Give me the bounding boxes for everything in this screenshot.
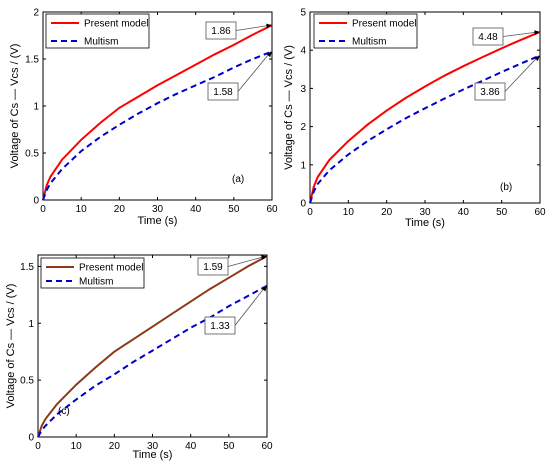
- x-tick-label: 20: [381, 207, 393, 218]
- annotation-arrowhead: [266, 23, 272, 29]
- annotation-box: [197, 257, 229, 276]
- annotation-box: [207, 82, 239, 101]
- y-tick-label: 0: [28, 433, 34, 444]
- annotation-box: [472, 27, 504, 46]
- legend-box: [40, 257, 145, 289]
- annotation-box: [205, 21, 237, 40]
- legend-label-1: Multism: [79, 277, 113, 288]
- annotation-arrow: [504, 55, 540, 92]
- x-tick-label: 30: [152, 204, 164, 215]
- x-tick-label: 10: [343, 207, 355, 218]
- series-line-0: [309, 30, 541, 204]
- chart-panel-0: 0 10 20 30 40 50 60 0 0.5 1 1.5 2 Time (s) Voltage of…: [9, 8, 278, 228]
- x-tick-label: 60: [266, 204, 278, 215]
- annotation-arrowhead: [261, 285, 267, 292]
- chart-panel-1: 0 10 20 30 40 50 60 0 1 2 3 4 5 Time (s) Voltage of Cs…: [283, 8, 546, 230]
- x-tick-label: 10: [76, 204, 88, 215]
- y-tick-label: 5: [300, 8, 306, 19]
- annotation-arrowhead: [266, 51, 272, 58]
- series-line-0: [37, 255, 268, 438]
- annotation-arrowhead: [534, 55, 540, 62]
- x-tick-label: 0: [40, 204, 46, 215]
- chart-panel-2: 0 10 20 30 40 50 60 0 0.5 1 1.5 Time (s) Voltage of …: [5, 254, 273, 461]
- x-tick-label: 50: [496, 207, 508, 218]
- y-tick-label: 0.5: [20, 376, 34, 387]
- y-tick-label: 1: [33, 102, 39, 113]
- x-axis-label: Time (s): [133, 449, 173, 461]
- y-tick-label: 4: [300, 46, 306, 57]
- x-tick-label: 30: [147, 441, 159, 452]
- legend-box: [45, 13, 150, 49]
- y-axis-label: Voltage of Cs — Vcs / (V): [9, 44, 21, 169]
- y-tick-label: 1.5: [25, 55, 39, 66]
- y-tick-label: 3: [300, 84, 306, 95]
- x-tick-label: 50: [223, 441, 235, 452]
- x-tick-label: 40: [185, 441, 197, 452]
- x-tick-label: 50: [228, 204, 240, 215]
- annotation-arrow: [502, 31, 540, 37]
- y-tick-label: 0.5: [25, 149, 39, 160]
- legend-label-1: Multism: [352, 37, 386, 48]
- panel-label: (c): [58, 406, 70, 417]
- annotation-arrow: [227, 255, 267, 267]
- x-tick-label: 60: [261, 441, 273, 452]
- x-tick-label: 10: [71, 441, 83, 452]
- annotation-arrow: [234, 285, 267, 326]
- legend-label-0: Present model: [352, 19, 416, 30]
- y-tick-label: 0: [300, 199, 306, 210]
- x-tick-label: 20: [114, 204, 126, 215]
- annotation-arrowhead: [534, 30, 540, 35]
- x-axis-label: Time (s): [138, 215, 178, 227]
- panel-label: (b): [500, 182, 512, 193]
- annotation-box: [204, 316, 236, 335]
- annotation-label: 1.33: [210, 321, 230, 332]
- panel-label: (a): [232, 174, 244, 185]
- y-tick-label: 2: [300, 122, 306, 133]
- annotation-arrow: [237, 51, 272, 92]
- x-tick-label: 30: [419, 207, 431, 218]
- y-tick-label: 1: [28, 319, 34, 330]
- x-tick-label: 0: [307, 207, 313, 218]
- x-tick-label: 20: [109, 441, 121, 452]
- y-tick-label: 1: [300, 160, 306, 171]
- series-line-1: [309, 54, 541, 204]
- annotation-label: 1.59: [203, 262, 223, 273]
- annotation-label: 1.86: [211, 26, 231, 37]
- legend-label-1: Multism: [84, 37, 118, 48]
- series-line-0: [42, 24, 273, 201]
- annotation-box: [474, 82, 506, 101]
- annotation-arrowhead: [261, 255, 267, 260]
- legend-label-0: Present model: [84, 19, 148, 30]
- x-tick-label: 0: [35, 441, 41, 452]
- annotation-label: 1.58: [213, 87, 233, 98]
- series-line-1: [37, 284, 268, 438]
- annotation-label: 3.86: [480, 87, 500, 98]
- annotation-arrow: [235, 24, 272, 31]
- y-axis-label: Voltage of Cs — Vcs / (V): [5, 284, 17, 409]
- x-axis-label: Time (s): [405, 217, 445, 229]
- x-tick-label: 60: [534, 207, 546, 218]
- x-tick-label: 40: [190, 204, 202, 215]
- annotation-label: 4.48: [478, 32, 498, 43]
- legend-box: [313, 13, 418, 49]
- x-tick-label: 40: [458, 207, 470, 218]
- legend-label-0: Present model: [79, 263, 143, 274]
- y-tick-label: 0: [33, 196, 39, 207]
- series-line-1: [42, 50, 273, 201]
- y-tick-label: 2: [33, 8, 39, 19]
- y-axis-label: Voltage of Cs — Vcs / (V): [283, 45, 295, 170]
- y-tick-label: 1.5: [20, 262, 34, 273]
